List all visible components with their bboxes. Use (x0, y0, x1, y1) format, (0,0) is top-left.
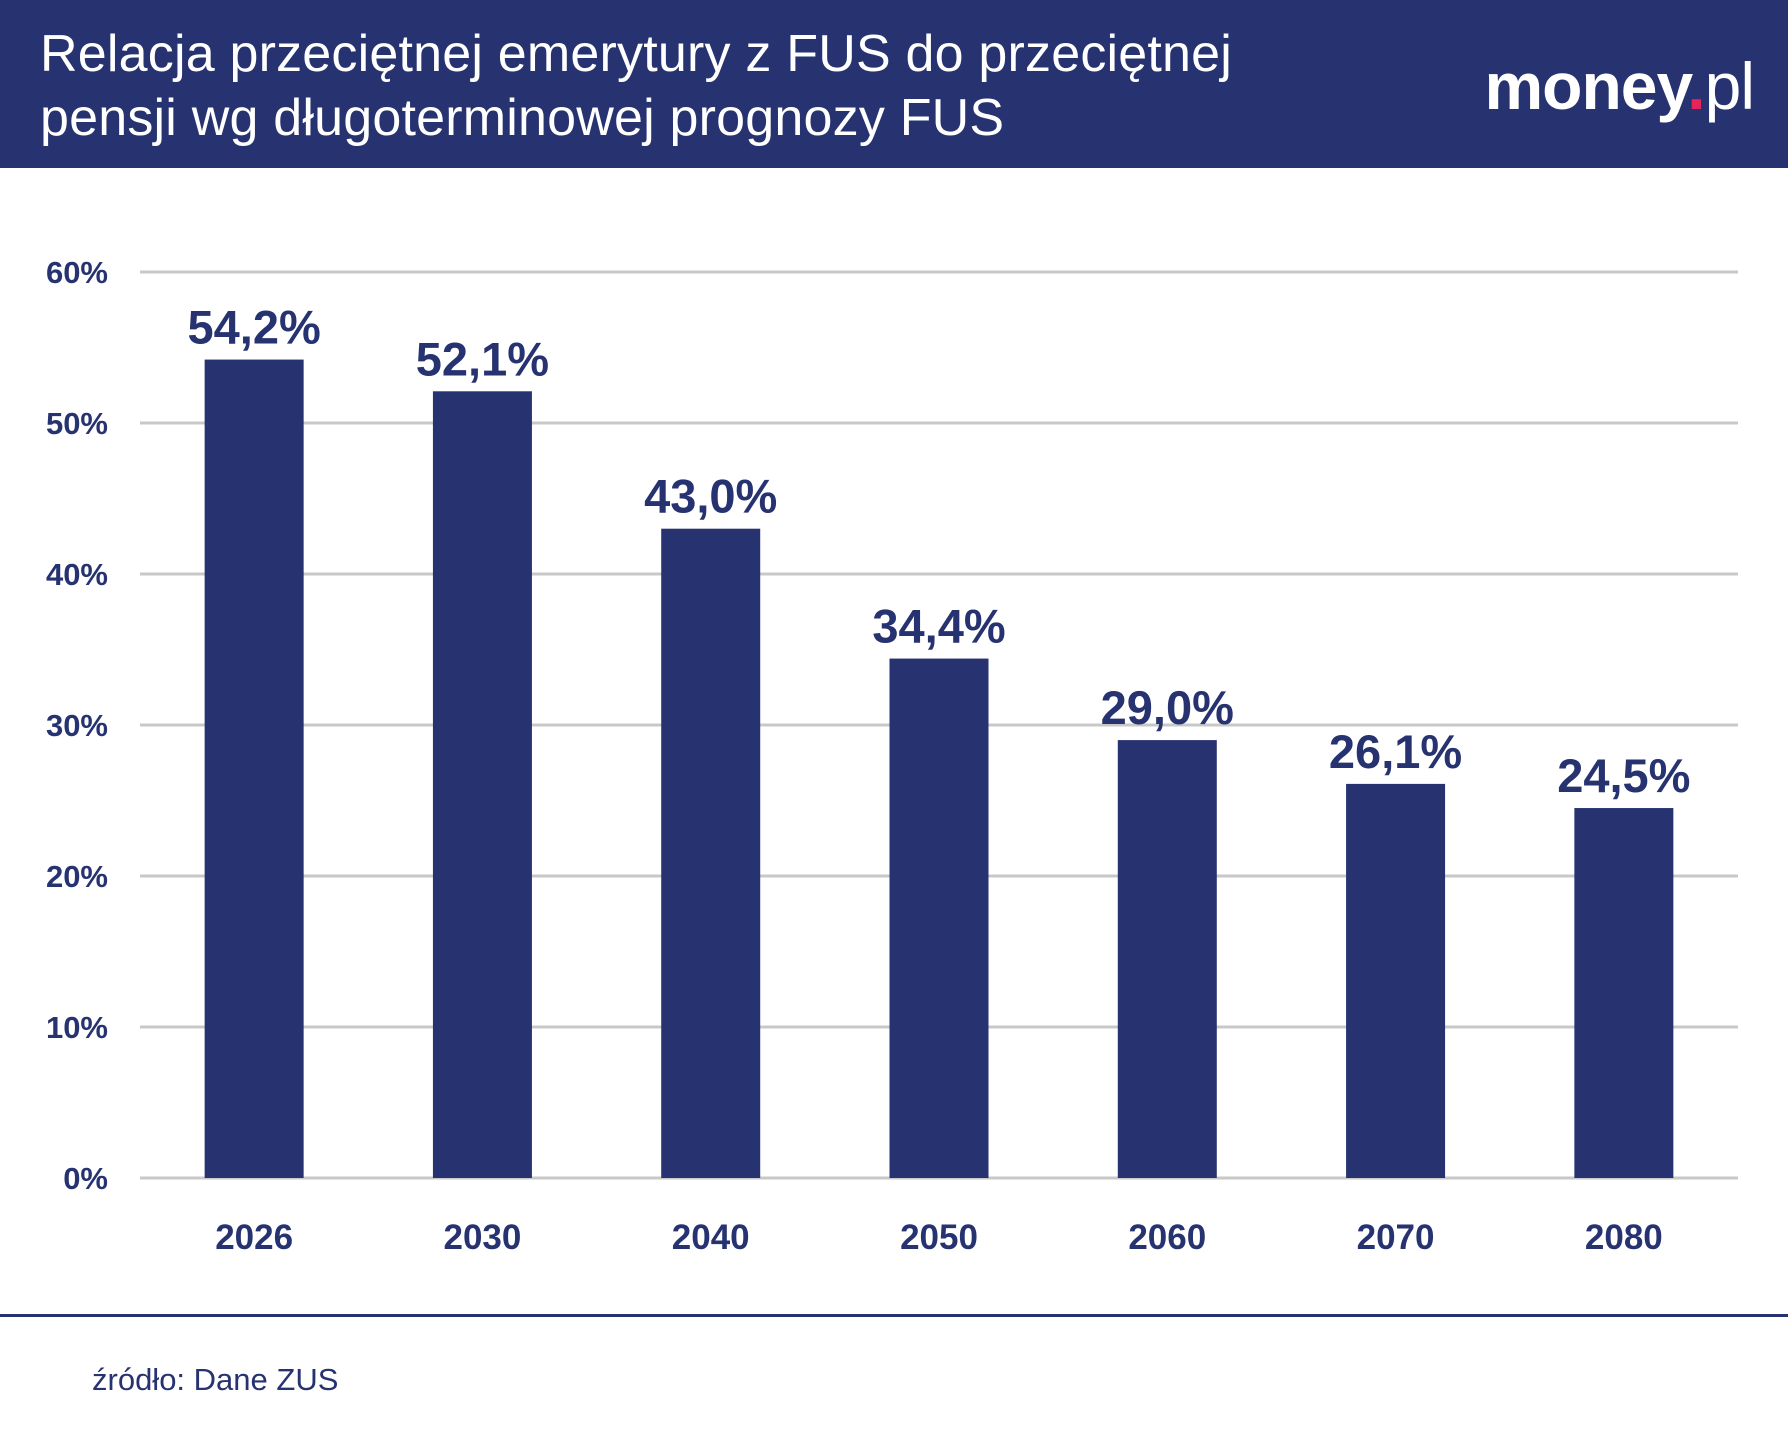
chart-title-line1: Relacja przeciętnej emerytury z FUS do p… (40, 25, 1233, 83)
y-tick-label: 40% (46, 557, 108, 592)
bar-chart: 0% 10% 20% 30% 40% 50% 60% 54,2% 2026 52,1% 2030 43… (46, 255, 1738, 1257)
bar (661, 528, 761, 1178)
data-label: 54,2% (188, 301, 321, 354)
bar (889, 658, 989, 1178)
x-tick-label: 2070 (1357, 1218, 1435, 1257)
chart-title-line2: pensji wg długoterminowej prognozy FUS (40, 89, 1005, 147)
x-tick-label: 2030 (443, 1218, 521, 1257)
logo-suffix: pl (1704, 49, 1755, 123)
header-banner: Relacja przeciętnej emerytury z FUS do p… (0, 0, 1788, 168)
x-tick-label: 2060 (1128, 1218, 1206, 1257)
source-note: źródło: Dane ZUS (92, 1362, 339, 1397)
bar (1574, 808, 1674, 1178)
bar (204, 359, 304, 1178)
y-tick-label: 20% (46, 859, 108, 894)
x-tick-label: 2080 (1585, 1218, 1663, 1257)
data-label: 34,4% (872, 600, 1005, 653)
data-label: 29,0% (1101, 681, 1234, 734)
data-label: 52,1% (416, 332, 549, 385)
y-tick-label: 30% (46, 708, 108, 743)
bar (1346, 783, 1446, 1178)
y-tick-label: 10% (46, 1010, 108, 1045)
y-tick-label: 50% (46, 406, 108, 441)
data-label: 24,5% (1557, 749, 1690, 802)
x-tick-label: 2050 (900, 1218, 978, 1257)
money-pl-logo: money.pl (1484, 46, 1755, 126)
y-tick-label: 0% (63, 1161, 108, 1196)
logo-main: money (1484, 49, 1688, 123)
footer-divider (0, 1314, 1788, 1317)
bar (1117, 740, 1217, 1178)
chart-title: Relacja przeciętnej emerytury z FUS do p… (40, 22, 1400, 150)
bar (432, 391, 532, 1178)
data-label: 43,0% (644, 470, 777, 523)
logo-dot: . (1687, 49, 1705, 123)
x-tick-label: 2026 (215, 1218, 293, 1257)
y-tick-label: 60% (46, 255, 108, 290)
data-label: 26,1% (1329, 725, 1462, 778)
x-tick-label: 2040 (672, 1218, 750, 1257)
